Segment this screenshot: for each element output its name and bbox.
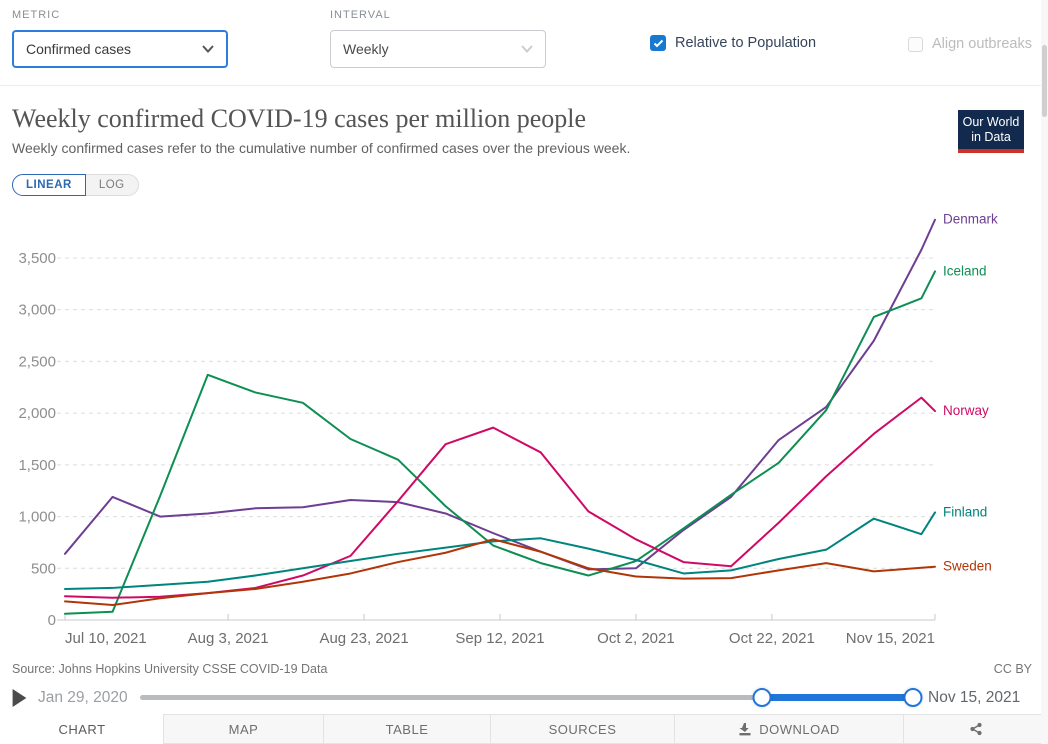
svg-text:1,000: 1,000 [18, 509, 56, 526]
tab-label: TABLE [385, 721, 429, 737]
tab-sources[interactable]: SOURCES [490, 714, 675, 744]
timeline-end-handle[interactable] [903, 688, 923, 707]
svg-text:Denmark: Denmark [943, 212, 998, 227]
license-text[interactable]: CC BY [993, 662, 1032, 676]
timeline-end-date: Nov 15, 2021 [928, 689, 1021, 706]
align-checkbox [908, 36, 923, 52]
tab-download[interactable]: DOWNLOAD [674, 714, 904, 744]
download-icon [739, 723, 751, 736]
chevron-down-icon [521, 45, 533, 53]
source-text[interactable]: Source: Johns Hopkins University CSSE CO… [12, 662, 328, 676]
tab-label: MAP [228, 721, 259, 737]
align-label: Align outbreaks [932, 36, 1032, 52]
linear-button[interactable]: LINEAR [12, 174, 86, 196]
page-title: Weekly confirmed COVID-19 cases per mill… [12, 104, 587, 133]
relative-to-population-toggle[interactable]: Relative to Population [650, 35, 816, 51]
svg-text:2,500: 2,500 [18, 353, 56, 370]
play-button[interactable] [12, 689, 28, 707]
share-icon [969, 722, 982, 736]
svg-text:Norway: Norway [943, 403, 989, 418]
timeline-start-date: Jan 29, 2020 [38, 689, 128, 706]
tab-label: SOURCES [548, 721, 617, 737]
tab-label: CHART [58, 721, 106, 737]
chart-area[interactable]: 0 500 1,000 1,500 2,000 2,500 3,000 3,500 Jul 10… [0, 200, 1048, 658]
svg-text:Nov 15, 2021: Nov 15, 2021 [846, 630, 935, 647]
svg-text:Aug 23, 2021: Aug 23, 2021 [319, 630, 408, 647]
page-scrollbar[interactable] [1041, 0, 1048, 744]
tab-chart[interactable]: CHART [0, 714, 164, 744]
svg-text:3,000: 3,000 [18, 302, 56, 319]
tab-share[interactable] [903, 714, 1048, 744]
owid-logo[interactable]: Our World in Data [958, 110, 1024, 153]
relative-label: Relative to Population [675, 35, 817, 51]
owid-logo-red-bar [958, 149, 1024, 153]
timeline: Jan 29, 2020 Nov 15, 2021 [0, 684, 1048, 712]
metric-value: Confirmed cases [26, 41, 132, 57]
check-icon [653, 39, 663, 47]
scrollbar-thumb[interactable] [1042, 45, 1047, 117]
svg-text:Jul 10, 2021: Jul 10, 2021 [65, 630, 147, 647]
svg-text:Finland: Finland [943, 504, 987, 519]
tab-label: DOWNLOAD [759, 721, 840, 737]
timeline-track[interactable] [140, 688, 923, 707]
timeline-start-handle[interactable] [752, 688, 772, 707]
interval-dropdown[interactable]: Weekly [330, 30, 546, 68]
metric-control: METRIC Confirmed cases [12, 9, 228, 68]
scale-toggle: LINEAR LOG [12, 174, 139, 196]
chevron-down-icon [202, 45, 214, 53]
metric-dropdown[interactable]: Confirmed cases [12, 30, 228, 68]
tab-table[interactable]: TABLE [323, 714, 491, 744]
owid-logo-line1: Our World [962, 115, 1020, 129]
svg-text:Oct 22, 2021: Oct 22, 2021 [729, 630, 815, 647]
chart-svg: 0 500 1,000 1,500 2,000 2,500 3,000 3,500 Jul 10… [18, 212, 998, 647]
svg-text:Aug 3, 2021: Aug 3, 2021 [188, 630, 269, 647]
relative-checkbox[interactable] [650, 35, 666, 51]
svg-text:Oct 2, 2021: Oct 2, 2021 [597, 630, 675, 647]
svg-text:1,500: 1,500 [18, 457, 56, 474]
timeline-selected-range[interactable] [762, 694, 914, 701]
interval-control: INTERVAL Weekly [330, 9, 546, 68]
log-button[interactable]: LOG [85, 174, 139, 196]
owid-logo-line2: in Data [971, 130, 1011, 144]
svg-text:Sweden: Sweden [943, 559, 992, 574]
interval-value: Weekly [343, 41, 389, 57]
tab-bar: CHART MAP TABLE SOURCES DOWNLOAD [0, 714, 1048, 744]
svg-text:Iceland: Iceland [943, 263, 987, 278]
page-subtitle: Weekly confirmed cases refer to the cumu… [12, 140, 631, 156]
align-outbreaks-toggle: Align outbreaks [908, 36, 1032, 52]
svg-text:Sep 12, 2021: Sep 12, 2021 [455, 630, 544, 647]
svg-text:3,500: 3,500 [18, 250, 56, 267]
tab-map[interactable]: MAP [163, 714, 324, 744]
interval-label: INTERVAL [330, 9, 391, 21]
metric-label: METRIC [12, 9, 61, 21]
controls-bar: METRIC Confirmed cases INTERVAL Weekly R… [0, 0, 1048, 86]
svg-text:0: 0 [48, 612, 56, 629]
svg-text:2,000: 2,000 [18, 405, 56, 422]
svg-text:500: 500 [31, 560, 56, 577]
